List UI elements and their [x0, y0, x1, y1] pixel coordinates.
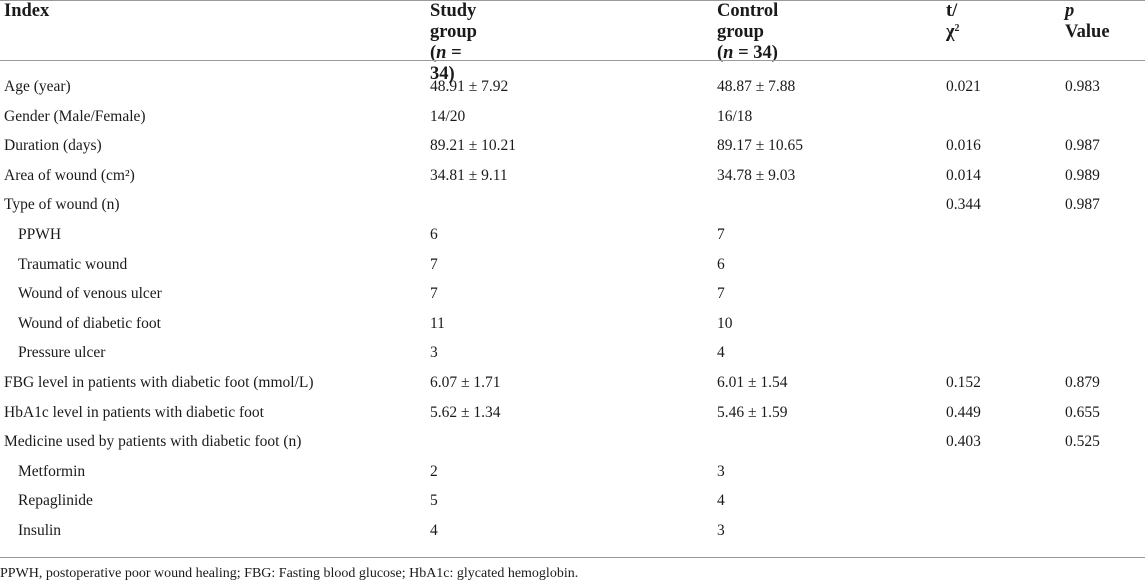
row-p-value: 0.525 [1065, 433, 1100, 451]
table-row: Duration (days) 89.21 ± 10.21 89.17 ± 10.6… [0, 132, 1145, 162]
row-label: Medicine used by patients with diabetic … [4, 433, 302, 451]
row-control-value: 7 [717, 285, 725, 303]
table-row: Repaglinide 5 4 [0, 487, 1145, 517]
header-control-group: Control group (n = 34) [717, 1, 779, 63]
table-row: Insulin 4 3 [0, 517, 1145, 547]
row-control-value: 6 [717, 255, 725, 273]
row-label: Metformin [18, 462, 86, 480]
table-footnote: PPWH, postoperative poor wound healing; … [0, 566, 579, 581]
row-t-value: 0.344 [946, 196, 981, 214]
table-row: PPWH 6 7 [0, 221, 1145, 251]
row-label: Gender (Male/Female) [4, 107, 146, 125]
row-p-value: 0.983 [1065, 78, 1100, 95]
table-row: Age (year) 48.91 ± 7.92 48.87 ± 7.88 0.021 0… [0, 73, 1145, 103]
row-t-value: 0.021 [946, 78, 981, 95]
row-study-value: 7 [430, 285, 438, 303]
row-p-value: 0.987 [1065, 196, 1100, 214]
row-t-value: 0.152 [946, 374, 981, 391]
row-control-value: 4 [717, 492, 725, 510]
header-index: Index [4, 1, 50, 21]
header-study-n-var: n [436, 43, 447, 63]
row-label: Area of wound (cm²) [4, 166, 135, 184]
table-row: Wound of diabetic foot 11 10 [0, 310, 1145, 340]
header-p-rest: Value [1065, 22, 1110, 42]
row-p-value: 0.987 [1065, 137, 1100, 155]
row-label: Type of wound (n) [4, 196, 120, 214]
row-study-value: 6.07 ± 1.71 [430, 374, 501, 391]
row-label: Duration (days) [4, 137, 102, 155]
row-label: Pressure ulcer [18, 344, 106, 362]
row-study-value: 7 [430, 255, 438, 273]
row-study-value: 89.21 ± 10.21 [430, 137, 517, 155]
row-study-value: 4 [430, 522, 438, 539]
row-control-value: 5.46 ± 1.59 [717, 403, 788, 421]
row-t-value: 0.449 [946, 403, 981, 421]
table-row: Wound of venous ulcer 7 7 [0, 280, 1145, 310]
row-control-value: 7 [717, 226, 725, 243]
table-bottom-rule [0, 557, 1145, 558]
row-label: FBG level in patients with diabetic foot… [4, 374, 314, 391]
row-label: Repaglinide [18, 492, 93, 510]
table-row: Type of wound (n) 0.344 0.987 [0, 191, 1145, 221]
row-study-value: 34.81 ± 9.11 [430, 166, 508, 184]
header-t-chi: t/χ2 [946, 1, 960, 43]
header-t-chi-sup: 2 [954, 23, 960, 34]
row-control-value: 89.17 ± 10.65 [717, 137, 804, 155]
row-t-value: 0.016 [946, 137, 981, 155]
row-study-value: 5.62 ± 1.34 [430, 403, 501, 421]
row-control-value: 3 [717, 462, 725, 480]
table-top-rule [0, 0, 1145, 1]
header-control-n-var: n [723, 43, 734, 63]
row-control-value: 34.78 ± 9.03 [717, 166, 796, 184]
row-control-value: 4 [717, 344, 725, 362]
row-label: PPWH [18, 226, 62, 243]
table-row: Gender (Male/Female) 14/20 16/18 [0, 103, 1145, 133]
row-label: Wound of venous ulcer [18, 285, 162, 303]
table-row: HbA1c level in patients with diabetic fo… [0, 399, 1145, 429]
row-control-value: 16/18 [717, 107, 753, 125]
table-row: Area of wound (cm²) 34.81 ± 9.11 34.78 ± 9… [0, 162, 1145, 192]
table-row: Medicine used by patients with diabetic … [0, 428, 1145, 458]
header-p-italic: p [1065, 1, 1075, 21]
row-label: Wound of diabetic foot [18, 314, 161, 332]
header-study-label: Study group [430, 1, 477, 42]
table-row: Pressure ulcer 3 4 [0, 339, 1145, 369]
row-label: HbA1c level in patients with diabetic fo… [4, 403, 264, 421]
table-header-rule [0, 60, 1145, 61]
row-label: Insulin [18, 522, 62, 539]
row-study-value: 5 [430, 492, 438, 510]
row-study-value: 14/20 [430, 107, 466, 125]
row-study-value: 6 [430, 226, 438, 243]
row-study-value: 48.91 ± 7.92 [430, 78, 509, 95]
row-label: Traumatic wound [18, 255, 128, 273]
header-study-group: Study group (n = 34) [430, 1, 477, 84]
header-t-chi-text: t/χ [946, 1, 958, 42]
table-row: FBG level in patients with diabetic foot… [0, 369, 1145, 399]
row-p-value: 0.989 [1065, 166, 1100, 184]
row-label: Age (year) [4, 78, 71, 95]
row-p-value: 0.655 [1065, 403, 1100, 421]
table-row: Metformin 2 3 [0, 458, 1145, 488]
header-p-value: p Value [1065, 1, 1110, 43]
row-control-value: 3 [717, 522, 725, 539]
row-study-value: 2 [430, 462, 438, 480]
header-control-label-2: group [717, 22, 764, 42]
row-control-value: 6.01 ± 1.54 [717, 374, 788, 391]
row-control-value: 48.87 ± 7.88 [717, 78, 796, 95]
row-p-value: 0.879 [1065, 374, 1100, 391]
row-study-value: 3 [430, 344, 438, 362]
header-control-label-1: Control [717, 1, 779, 21]
row-t-value: 0.403 [946, 433, 981, 451]
row-t-value: 0.014 [946, 166, 981, 184]
row-study-value: 11 [430, 314, 445, 332]
row-control-value: 10 [717, 314, 733, 332]
table-row: Traumatic wound 7 6 [0, 251, 1145, 281]
